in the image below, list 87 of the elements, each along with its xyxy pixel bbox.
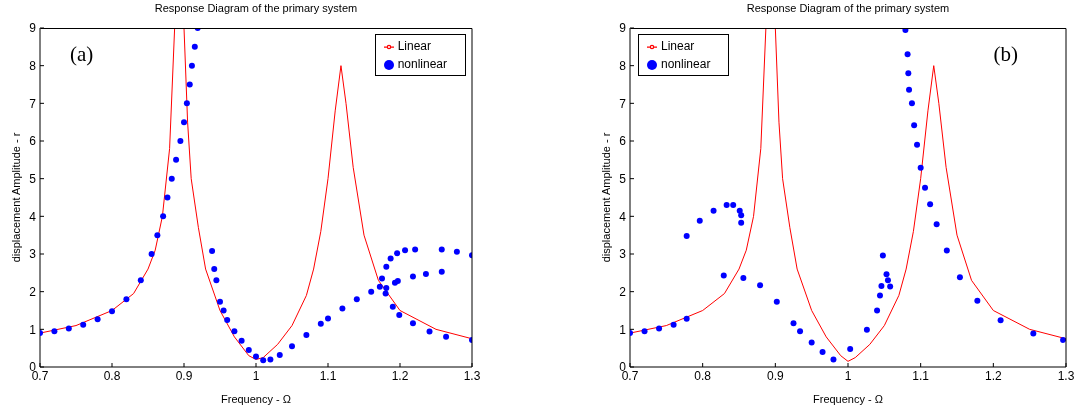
x-tick-label: 1 xyxy=(844,368,852,383)
x-tick-label: 1.3 xyxy=(463,368,481,383)
point xyxy=(797,328,804,335)
point xyxy=(808,339,815,346)
point xyxy=(710,207,717,214)
point xyxy=(641,328,648,335)
point xyxy=(878,283,885,290)
point xyxy=(911,122,918,129)
x-tick-label: 1.1 xyxy=(912,368,930,383)
point xyxy=(738,212,745,219)
point xyxy=(933,221,940,228)
y-tick-label: 8 xyxy=(29,58,37,73)
chart-title: Response Diagram of the primary system xyxy=(153,2,359,14)
point xyxy=(874,307,881,314)
x-tick-label: 1.2 xyxy=(391,368,409,383)
point xyxy=(922,184,929,191)
point xyxy=(830,356,837,363)
legend-label: nonlinear xyxy=(397,57,447,71)
x-tick-label: 1.3 xyxy=(1057,368,1075,383)
x-tick-label: 0.8 xyxy=(103,368,121,383)
x-tick-label: 1 xyxy=(252,368,260,383)
point xyxy=(956,274,963,281)
y-tick-label: 1 xyxy=(29,322,37,337)
y-tick-label: 6 xyxy=(29,134,37,149)
y-tick-label: 7 xyxy=(619,96,627,111)
y-axis-title: displacement Amplitude - r xyxy=(599,132,612,263)
point xyxy=(847,345,854,352)
point xyxy=(884,277,891,284)
point xyxy=(790,320,797,327)
point xyxy=(1030,330,1037,337)
point xyxy=(883,271,890,278)
point xyxy=(730,202,737,209)
x-tick-label: 0.8 xyxy=(694,368,712,383)
x-tick-label: 0.9 xyxy=(766,368,784,383)
point xyxy=(670,321,677,328)
point xyxy=(819,348,826,355)
point xyxy=(887,283,894,290)
x-tick-label: 1.1 xyxy=(319,368,337,383)
point xyxy=(740,275,747,282)
y-tick-label: 9 xyxy=(29,21,37,36)
point xyxy=(773,298,780,305)
point xyxy=(997,317,1004,324)
x-tick-label: 1.2 xyxy=(984,368,1002,383)
legend-label: Linear xyxy=(661,39,695,53)
y-tick-label: 2 xyxy=(619,284,627,299)
y-tick-label: 1 xyxy=(619,322,627,337)
x-tick-label: 0.9 xyxy=(175,368,193,383)
point xyxy=(879,252,886,259)
annotation: (b) xyxy=(993,42,1018,67)
point xyxy=(738,219,745,226)
y-tick-label: 9 xyxy=(619,21,627,36)
point xyxy=(905,70,912,77)
y-tick-label: 4 xyxy=(619,209,627,224)
y-tick-label: 3 xyxy=(619,247,627,262)
point xyxy=(683,315,690,322)
x-axis-title: Frequency - Ω xyxy=(221,393,291,405)
point xyxy=(863,326,870,333)
point xyxy=(943,247,950,254)
point xyxy=(974,297,981,304)
y-tick-label: 8 xyxy=(619,58,627,73)
y-tick-label: 2 xyxy=(29,284,37,299)
y-tick-label: 5 xyxy=(29,171,37,186)
x-axis-title: Frequency - Ω xyxy=(813,393,883,405)
point xyxy=(927,201,934,208)
point xyxy=(906,86,913,93)
point xyxy=(908,100,915,107)
point xyxy=(876,292,883,299)
y-axis-title: displacement Amplitude - r xyxy=(9,132,22,263)
legend-label: nonlinear xyxy=(661,57,711,71)
chart-title: Response Diagram of the primary system xyxy=(745,2,951,14)
point xyxy=(720,272,727,279)
point xyxy=(904,51,911,58)
y-tick-label: 5 xyxy=(619,171,627,186)
point xyxy=(656,325,663,332)
point xyxy=(683,232,690,239)
y-tick-label: 4 xyxy=(29,209,37,224)
y-tick-label: 3 xyxy=(29,247,37,262)
point xyxy=(1060,336,1066,343)
point xyxy=(723,202,730,209)
legend-label: Linear xyxy=(397,39,431,53)
point xyxy=(914,141,921,148)
point xyxy=(696,217,703,224)
point xyxy=(757,282,764,289)
point xyxy=(917,164,924,171)
annotation: (a) xyxy=(70,42,94,67)
y-tick-label: 7 xyxy=(29,96,37,111)
y-tick-label: 6 xyxy=(619,134,627,149)
